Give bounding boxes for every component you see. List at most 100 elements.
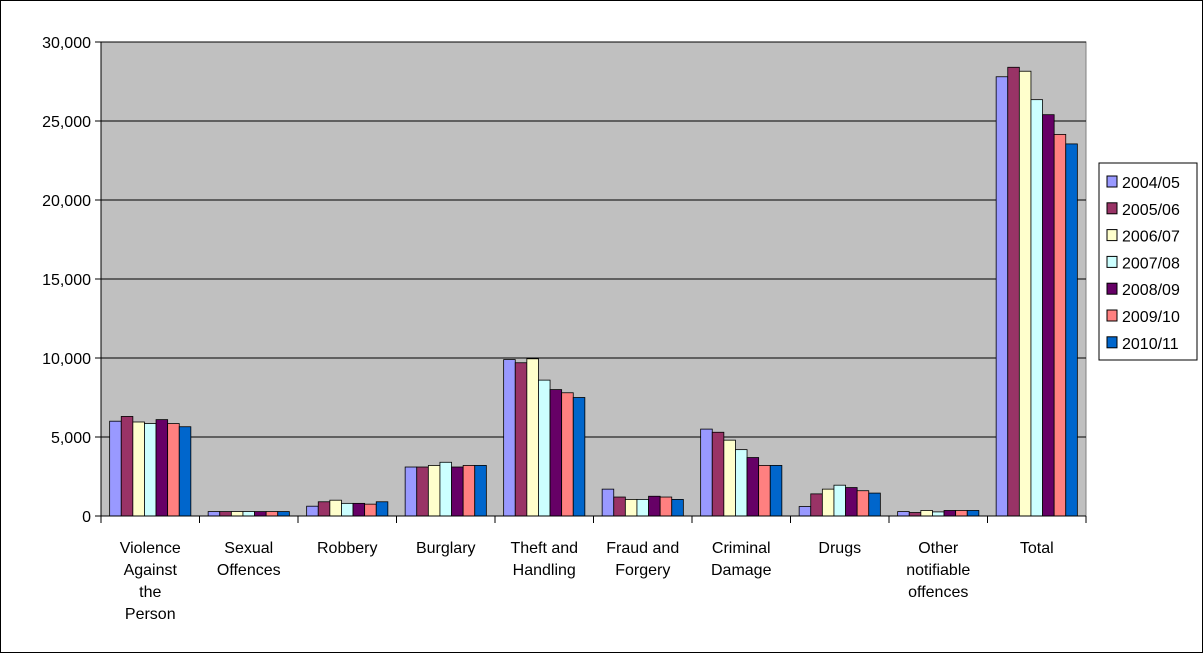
- category-label: Theft and Handling: [510, 540, 578, 579]
- bar: [132, 421, 145, 517]
- bar: [109, 420, 122, 517]
- bar: [897, 511, 910, 517]
- bar: [723, 439, 736, 517]
- bar: [1042, 114, 1055, 517]
- bar: [735, 449, 748, 517]
- bar: [375, 501, 389, 517]
- legend-swatch: [1106, 255, 1118, 268]
- legend-label: 2006/07: [1122, 229, 1180, 246]
- bar: [1007, 66, 1020, 517]
- bar: [671, 499, 684, 517]
- category-label: Burglary: [416, 540, 476, 557]
- bar: [514, 362, 528, 517]
- bar: [317, 501, 331, 517]
- bar: [329, 499, 342, 517]
- bar: [624, 499, 638, 517]
- bar: [1018, 70, 1032, 517]
- legend-swatch: [1106, 309, 1118, 322]
- legend-swatch: [1106, 229, 1118, 242]
- axes: 0 5,000 10,000 15,000 20,000 25,000 30,000 Viol…: [42, 35, 1087, 623]
- bar: [856, 490, 870, 517]
- y-tick-label: 20,000: [42, 193, 91, 210]
- bar: [1065, 143, 1078, 517]
- y-tick-label: 10,000: [42, 351, 91, 368]
- bar: [601, 488, 615, 517]
- category-label: Robbery: [317, 540, 377, 557]
- legend-swatch: [1106, 175, 1118, 188]
- y-tick-label: 0: [82, 509, 91, 526]
- bar: [155, 419, 169, 517]
- bar: [966, 510, 980, 517]
- bar: [219, 511, 232, 517]
- category-label: Drugs: [818, 540, 861, 557]
- bar: [144, 423, 157, 517]
- bar: [277, 511, 290, 517]
- bar: [341, 502, 354, 517]
- bar: [572, 397, 586, 517]
- bar: [798, 506, 812, 517]
- category-label: Sexual Offences: [217, 540, 281, 579]
- bar: [561, 392, 574, 517]
- bar: [833, 484, 846, 517]
- legend-label: 2010/11: [1122, 336, 1179, 353]
- bar: [207, 511, 221, 517]
- bar: [439, 461, 452, 517]
- bar: [230, 511, 244, 517]
- y-tick-label: 25,000: [42, 114, 91, 131]
- category-label: Violence Against the Person: [120, 540, 181, 623]
- bar: [178, 426, 192, 517]
- y-tick-label: 30,000: [42, 35, 91, 52]
- bar: [538, 379, 551, 517]
- bar: [1030, 99, 1043, 517]
- bar: [120, 416, 134, 517]
- bar: [995, 76, 1009, 517]
- legend-label: 2009/10: [1122, 309, 1180, 326]
- bar: [427, 465, 441, 517]
- bar: [955, 510, 968, 517]
- bar: [810, 493, 823, 517]
- y-tick-label: 15,000: [42, 272, 91, 289]
- legend-swatch: [1106, 202, 1118, 215]
- category-label: Other notifiable offences: [906, 540, 970, 601]
- legend-label: 2007/08: [1122, 255, 1180, 272]
- bar: [920, 510, 933, 517]
- bar: [462, 465, 476, 517]
- bar: [254, 511, 267, 517]
- bar: [700, 428, 713, 517]
- legend-swatch: [1106, 336, 1118, 349]
- bar: [167, 423, 180, 517]
- bars: [109, 66, 1078, 517]
- bar: [868, 492, 881, 517]
- bar: [943, 510, 957, 517]
- legend-label: 2004/05: [1122, 175, 1180, 192]
- bar: [711, 431, 725, 517]
- bar: [746, 457, 760, 517]
- bar: [416, 466, 429, 517]
- bar: [306, 505, 319, 517]
- bar: [404, 466, 418, 517]
- legend-label: 2005/06: [1122, 202, 1180, 219]
- bar: [503, 359, 516, 517]
- bar: [549, 389, 563, 517]
- bar: [659, 496, 673, 517]
- bar: [908, 512, 922, 517]
- bar: [758, 465, 771, 517]
- bar: [474, 465, 487, 517]
- bar: [1053, 134, 1067, 517]
- legend: 2004/05 2005/06 2006/07 2007/08 2008/09 2009/…: [1098, 162, 1198, 361]
- legend-swatch: [1106, 282, 1118, 295]
- legend-label: 2008/09: [1122, 282, 1180, 299]
- gridlines: [101, 41, 1086, 438]
- bar: [265, 511, 279, 517]
- bar: [636, 499, 649, 517]
- y-tick-label: 5,000: [51, 430, 91, 447]
- bar: [845, 487, 858, 517]
- bar: [352, 502, 366, 517]
- category-label: Total: [1020, 540, 1054, 557]
- bar: [821, 488, 835, 517]
- category-label: Fraud and Forgery: [606, 540, 679, 579]
- bar: [242, 511, 255, 517]
- category-label: Criminal Damage: [711, 540, 772, 579]
